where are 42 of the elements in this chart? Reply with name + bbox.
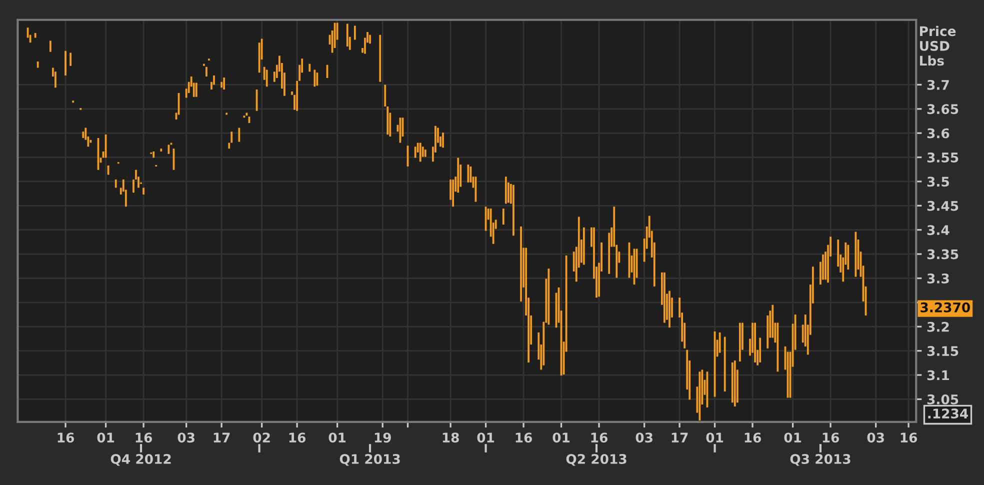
x2-tick-label: Q4 2012 [110,454,171,466]
y-tick-label: 3.4 [927,225,950,236]
y-tick-label: 3.15 [927,346,958,356]
text: .1234 [928,408,968,419]
x-tick-label: 01 [328,432,346,443]
x-tick-label: 18 [442,432,459,443]
x-tick-label: 19 [374,432,391,443]
x-tick-label: 03 [636,432,652,443]
y-tick-label: 3.35 [927,249,958,260]
x-tick-label: 03 [867,432,884,443]
x-tick-label: 17 [672,432,688,442]
y-axis-title: Price USD Lbs [920,26,956,66]
x2-tick-label: Q2 2013 [566,454,626,466]
x2-tick-label: Q1 2013 [340,454,400,466]
y-tick-label: 3.65 [927,104,958,114]
y-tick-label: 3.2 [927,322,949,332]
x-tick-label: 01 [784,432,802,443]
x-tick-label: 16 [58,432,74,443]
y-tick-label: 3.5 [927,176,949,187]
x-tick-label: 02 [253,432,270,443]
y-tick-label: 3.7 [927,80,949,90]
x-tick-label: 16 [900,432,918,443]
x-tick-label: 16 [744,432,762,443]
x-tick-label: 16 [289,432,306,443]
y-tick-label: 3.05 [927,394,958,404]
x-tick-label: 16 [822,432,840,443]
x-tick-label: 01 [552,432,570,443]
x-tick-label: 01 [706,432,724,443]
x-tick-label: 01 [97,432,114,443]
x-tick-label: 17 [214,432,230,442]
text: 3.2370 [920,302,970,312]
y-tick-label: 3.45 [927,200,958,211]
x2-tick-label: Q3 2013 [790,454,850,466]
x-tick-label: 16 [516,432,532,443]
y-tick-label: 3.6 [927,128,950,138]
y-tick-label: 3.3 [927,273,949,284]
x-tick-label: 01 [477,432,494,443]
x-tick-label: 16 [591,432,608,443]
y-tick-label: 3.55 [927,152,958,162]
y-tick-label: 3.1 [927,370,949,380]
x-tick-label: 03 [178,432,194,443]
x-tick-label: 16 [136,432,152,443]
